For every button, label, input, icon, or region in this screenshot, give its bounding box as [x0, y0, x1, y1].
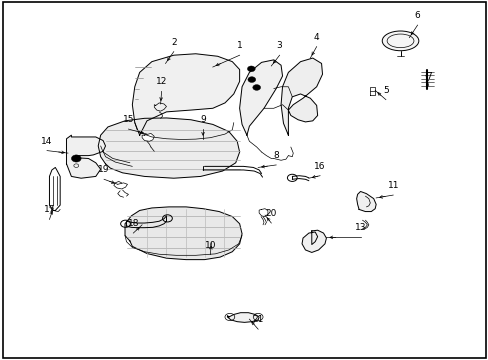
Polygon shape [98, 118, 239, 178]
Text: 1: 1 [236, 41, 242, 50]
Text: 3: 3 [276, 41, 282, 50]
Polygon shape [66, 135, 105, 178]
Ellipse shape [382, 31, 418, 51]
Text: 8: 8 [273, 151, 279, 160]
Text: 19: 19 [98, 165, 110, 174]
Text: 17: 17 [43, 206, 55, 215]
Text: 10: 10 [204, 240, 216, 249]
Polygon shape [356, 192, 375, 212]
Text: 21: 21 [252, 315, 264, 324]
Text: 2: 2 [171, 37, 176, 46]
Text: 4: 4 [313, 32, 319, 41]
Polygon shape [125, 207, 242, 260]
Circle shape [71, 155, 81, 162]
Text: 9: 9 [200, 115, 205, 124]
Circle shape [247, 66, 255, 72]
Text: 11: 11 [386, 181, 398, 190]
Polygon shape [369, 87, 374, 95]
Polygon shape [281, 58, 322, 135]
Polygon shape [227, 313, 259, 322]
Text: 18: 18 [127, 219, 139, 228]
Polygon shape [132, 54, 239, 135]
Polygon shape [142, 134, 154, 141]
Text: 13: 13 [354, 223, 366, 232]
Text: 12: 12 [156, 77, 167, 86]
Text: 20: 20 [265, 209, 276, 218]
Text: 14: 14 [41, 136, 53, 145]
Circle shape [252, 85, 260, 90]
Text: 7: 7 [425, 72, 431, 81]
Circle shape [247, 77, 255, 82]
Polygon shape [239, 60, 282, 135]
Polygon shape [302, 230, 326, 252]
Text: 15: 15 [122, 115, 134, 124]
Polygon shape [49, 167, 60, 211]
Text: 6: 6 [414, 11, 420, 20]
Text: 16: 16 [314, 162, 325, 171]
Text: 5: 5 [382, 86, 388, 95]
Polygon shape [154, 103, 166, 111]
